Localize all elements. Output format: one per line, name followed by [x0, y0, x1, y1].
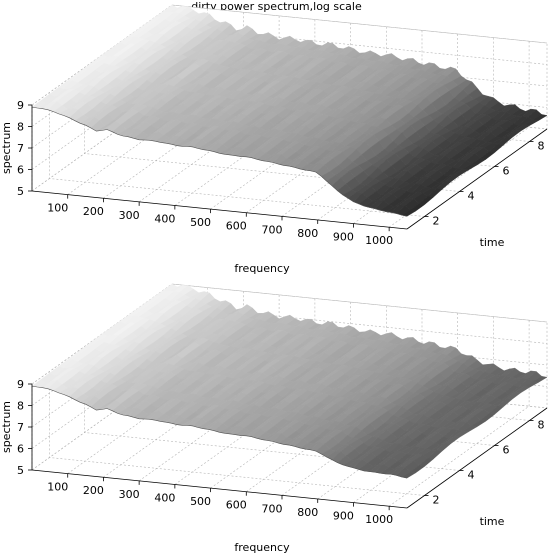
- x-tick-label: 300: [119, 209, 140, 222]
- surface-group: [31, 4, 548, 217]
- z-axis-label: spectrum: [0, 401, 13, 453]
- x-tick-label: 1000: [365, 234, 393, 247]
- surface-plot-bottom-svg: 100 200 300 400 500 600 700 800 900 1000 2 4 6 8 5 6 7 8 9…: [0, 283, 548, 554]
- x-tick-label: 400: [154, 212, 175, 225]
- y-axis-label: time: [480, 515, 505, 528]
- y-tick-label: 2: [433, 215, 440, 228]
- x-tick-label: 700: [262, 223, 283, 236]
- y-tick-label: 4: [468, 469, 475, 482]
- x-tick-label: 100: [47, 202, 68, 215]
- grid-line: [388, 320, 530, 507]
- surface-plot-top: dirty power spectrum,log scale 100 200 300…: [0, 0, 548, 275]
- x-tick-label: 200: [83, 484, 104, 497]
- y-tick-label: 2: [433, 494, 440, 507]
- x-tick-label: 600: [226, 499, 247, 512]
- x-tick-label: 1000: [365, 513, 393, 526]
- surface-plot-bottom: 100 200 300 400 500 600 700 800 900 1000 2 4 6 8 5 6 7 8 9…: [0, 279, 553, 559]
- z-tick-label: 6: [17, 443, 24, 456]
- z-tick-label: 5: [17, 464, 24, 477]
- surface-plot-top-svg: 100 200 300 400 500 600 700 800 900 1000 2 4 6 8 5 6 7 8 9…: [0, 4, 548, 275]
- z-tick-label: 7: [17, 142, 24, 155]
- z-tick-label: 8: [17, 121, 24, 134]
- x-axis-label: frequency: [234, 541, 290, 554]
- y-tick-label: 4: [468, 190, 475, 203]
- z-tick-label: 7: [17, 421, 24, 434]
- x-tick-label: 900: [333, 231, 354, 244]
- y-axis-line: [406, 128, 548, 230]
- y-tick-label: 8: [538, 419, 545, 432]
- x-tick-label: 100: [47, 481, 68, 494]
- x-tick-label: 600: [226, 220, 247, 233]
- x-tick-label: 200: [83, 205, 104, 218]
- z-tick-label: 9: [17, 99, 24, 112]
- y-axis-line: [406, 407, 548, 509]
- x-axis-line: [31, 469, 408, 509]
- z-tick-label: 5: [17, 185, 24, 198]
- z-axis-label: spectrum: [0, 122, 13, 174]
- chart-title: dirty power spectrum,log scale: [191, 0, 362, 13]
- y-axis-label: time: [480, 236, 505, 249]
- x-axis-label: frequency: [234, 262, 290, 275]
- z-tick-label: 6: [17, 164, 24, 177]
- x-tick-label: 400: [154, 491, 175, 504]
- x-tick-label: 800: [297, 227, 318, 240]
- x-tick-label: 500: [190, 495, 211, 508]
- y-tick-label: 8: [538, 140, 545, 153]
- y-tick-label: 6: [503, 165, 510, 178]
- x-tick-label: 700: [262, 502, 283, 515]
- surface-front-edge: [31, 106, 408, 217]
- z-tick-label: 9: [17, 378, 24, 391]
- z-tick-label: 8: [17, 400, 24, 413]
- x-tick-label: 500: [190, 216, 211, 229]
- x-tick-label: 300: [119, 488, 140, 501]
- x-tick-label: 800: [297, 506, 318, 519]
- surface-front-edge: [31, 385, 408, 479]
- surface-group: [31, 283, 548, 479]
- y-tick-label: 6: [503, 444, 510, 457]
- x-tick-label: 900: [333, 510, 354, 523]
- x-axis-line: [31, 190, 408, 230]
